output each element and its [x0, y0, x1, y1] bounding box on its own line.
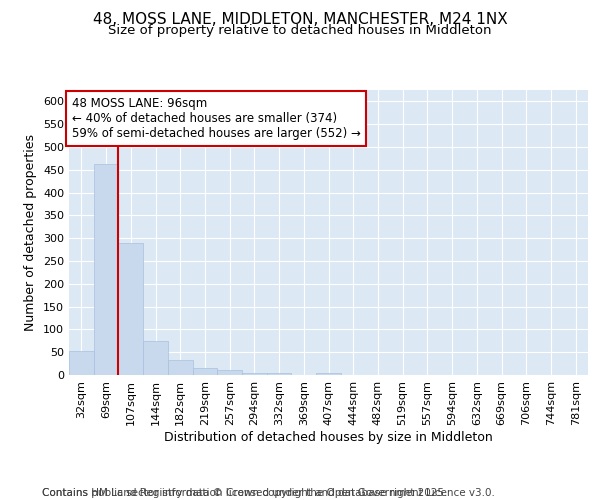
X-axis label: Distribution of detached houses by size in Middleton: Distribution of detached houses by size … [164, 430, 493, 444]
Bar [242, 372, 267, 375]
Bar [267, 372, 292, 375]
Bar [118, 243, 143, 375]
Bar [168, 360, 193, 375]
Bar [316, 372, 341, 375]
Bar [217, 370, 242, 375]
Text: 48, MOSS LANE, MIDDLETON, MANCHESTER, M24 1NX: 48, MOSS LANE, MIDDLETON, MANCHESTER, M2… [92, 12, 508, 28]
Text: Contains HM Land Registry data © Crown copyright and database right 2025.: Contains HM Land Registry data © Crown c… [42, 488, 448, 498]
Y-axis label: Number of detached properties: Number of detached properties [25, 134, 37, 331]
Bar [143, 341, 168, 375]
Text: 48 MOSS LANE: 96sqm
← 40% of detached houses are smaller (374)
59% of semi-detac: 48 MOSS LANE: 96sqm ← 40% of detached ho… [71, 97, 361, 140]
Bar [69, 351, 94, 375]
Bar [193, 368, 217, 375]
Bar [94, 164, 118, 375]
Text: Contains public sector information licensed under the Open Government Licence v3: Contains public sector information licen… [42, 476, 495, 498]
Text: Size of property relative to detached houses in Middleton: Size of property relative to detached ho… [108, 24, 492, 37]
